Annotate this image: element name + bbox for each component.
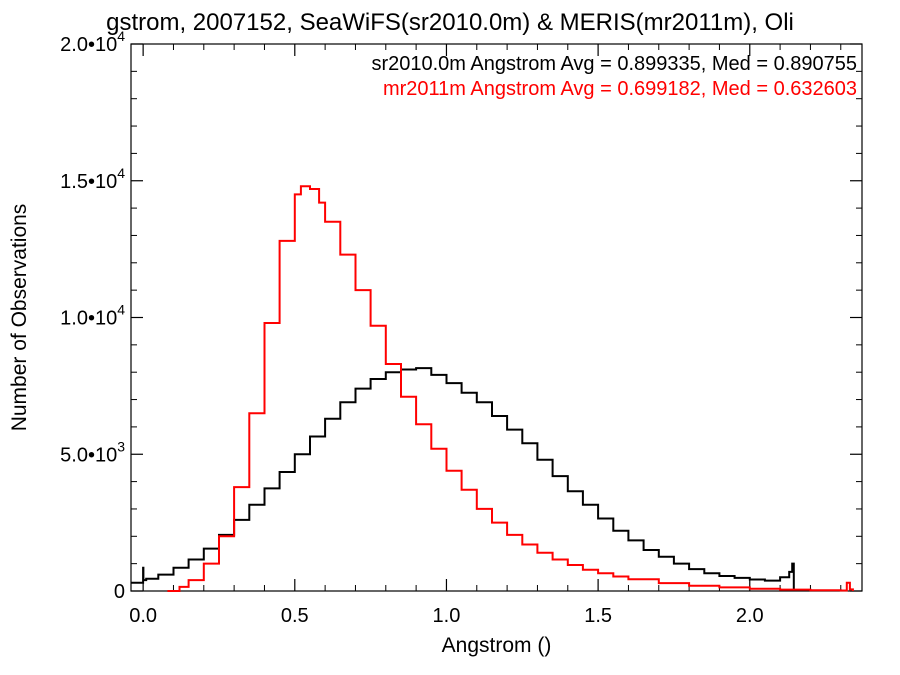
data-lines (131, 185, 854, 592)
y-tick-label: 1.0•104 (60, 302, 125, 330)
plot-border (130, 43, 863, 592)
stats-annotation: sr2010.0m Angstrom Avg = 0.899335, Med =… (371, 53, 857, 75)
chart-title: gstrom, 2007152, SeaWiFS(sr2010.0m) & ME… (106, 9, 794, 36)
y-tick-label: 1.5•104 (60, 165, 125, 193)
x-tick-label: 2.0 (736, 605, 764, 627)
y-tick-label: 2.0•104 (60, 28, 125, 56)
axis-ticks (131, 43, 862, 592)
x-tick-label: 0.0 (129, 605, 157, 627)
y-tick-label: 0 (114, 581, 125, 603)
series-mr2011-histogram (167, 185, 854, 592)
y-axis-label: Number of Observations (8, 204, 31, 432)
plot-frame (130, 43, 863, 592)
stats-annotation: mr2011m Angstrom Avg = 0.699182, Med = 0… (383, 78, 857, 100)
x-tick-label: 1.5 (584, 605, 612, 627)
x-tick-label: 0.5 (281, 605, 309, 627)
y-tick-label: 5.0•103 (60, 438, 125, 466)
x-tick-label: 1.0 (433, 605, 461, 627)
axis-labels: 0.0 0.5 1.0 1.5 2.0 0 5.0•103 1.0•104 1.5•104 2.0… (8, 9, 857, 657)
series-sr2010-histogram (131, 367, 795, 591)
x-axis-label: Angstrom () (442, 634, 552, 657)
